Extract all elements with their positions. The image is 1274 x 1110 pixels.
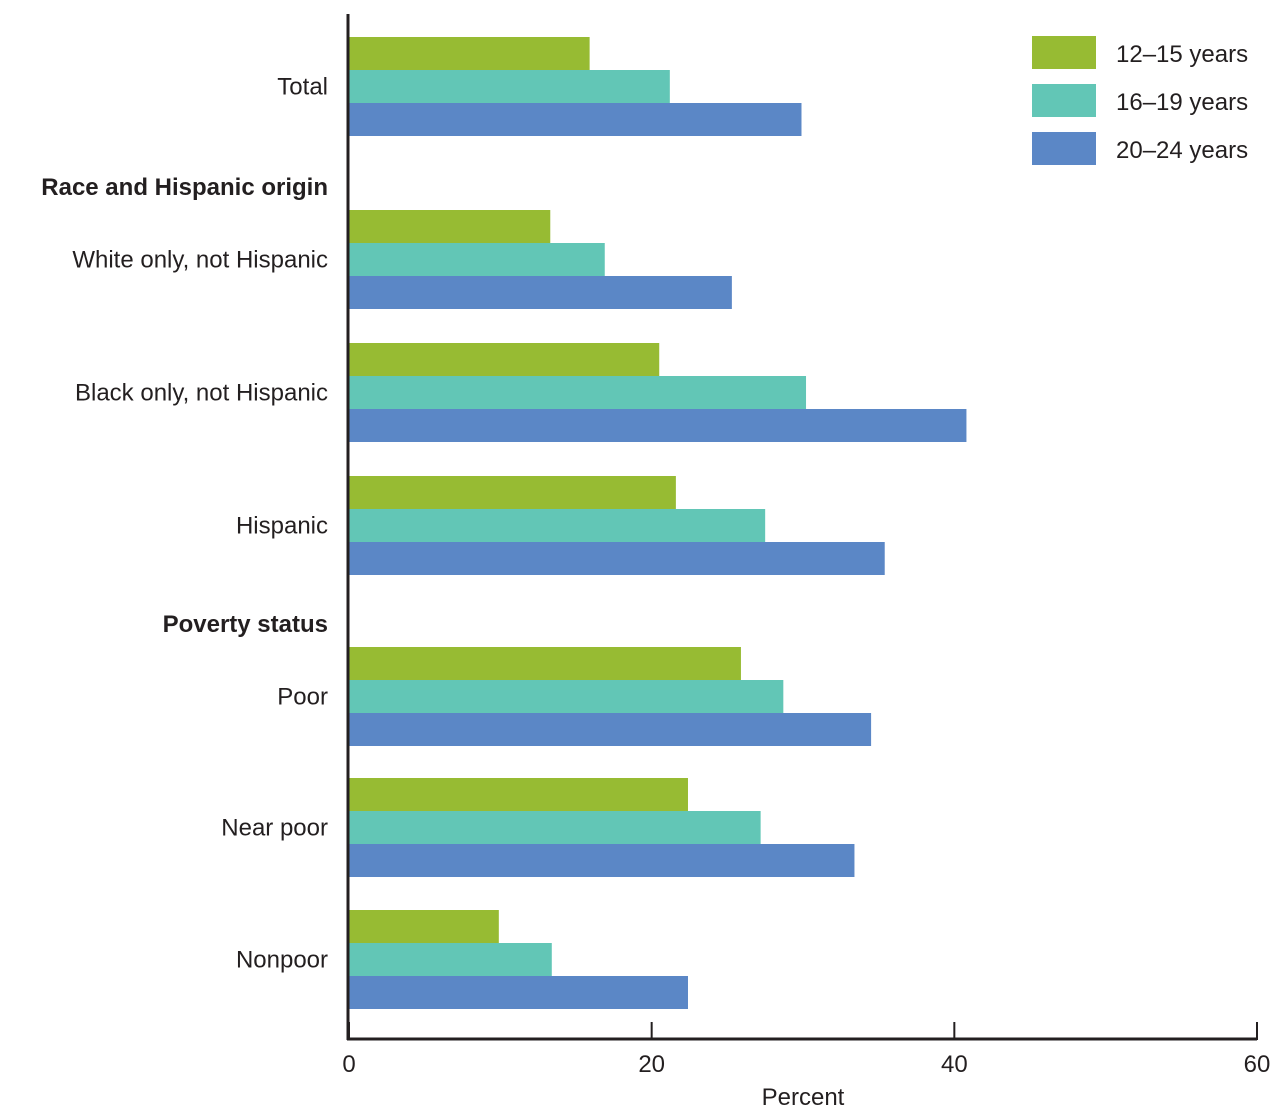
- section-heading: Poverty status: [163, 611, 328, 638]
- bar: [349, 844, 855, 877]
- bar: [349, 210, 551, 243]
- category-label: Hispanic: [236, 513, 328, 540]
- category-label: Black only, not Hispanic: [75, 380, 328, 407]
- bar: [349, 542, 885, 575]
- section-labels: Race and Hispanic origin Poverty status: [41, 174, 328, 638]
- legend-label: 20–24 years: [1116, 137, 1248, 164]
- bar: [349, 943, 552, 976]
- category-label: Poor: [277, 684, 328, 711]
- bar: [349, 910, 499, 943]
- category-label: Near poor: [221, 815, 328, 842]
- bar: [349, 37, 590, 70]
- bar: [349, 811, 761, 844]
- category-label: White only, not Hispanic: [72, 247, 328, 274]
- x-tick-label: 40: [941, 1051, 968, 1078]
- legend-swatch: [1032, 132, 1096, 165]
- legend-label: 16–19 years: [1116, 89, 1248, 116]
- bar: [349, 409, 967, 442]
- bar: [349, 103, 802, 136]
- bar: [349, 343, 660, 376]
- bar: [349, 376, 807, 409]
- axes: [346, 14, 1257, 1041]
- category-labels: Total White only, not Hispanic Black only,…: [72, 74, 328, 974]
- x-tick-label: 60: [1244, 1051, 1271, 1078]
- x-tick-label: 20: [638, 1051, 665, 1078]
- legend-swatch: [1032, 84, 1096, 117]
- category-label: Total: [277, 74, 328, 101]
- bar: [349, 476, 676, 509]
- bar: [349, 243, 605, 276]
- bar: [349, 647, 741, 680]
- legend-label: 12–15 years: [1116, 41, 1248, 68]
- bar: [349, 509, 766, 542]
- category-label: Nonpoor: [236, 947, 328, 974]
- x-tick-label: 0: [342, 1051, 355, 1078]
- bar: [349, 276, 732, 309]
- bar: [349, 680, 784, 713]
- legend: 12–15 years 16–19 years 20–24 years: [1032, 36, 1248, 165]
- bar: [349, 778, 688, 811]
- x-ticks: 0 20 40 60: [342, 1022, 1270, 1078]
- x-axis-title: Percent: [762, 1084, 845, 1110]
- section-heading: Race and Hispanic origin: [41, 174, 328, 201]
- bar: [349, 70, 670, 103]
- bar: [349, 713, 872, 746]
- bar: [349, 976, 688, 1009]
- legend-swatch: [1032, 36, 1096, 69]
- bars: [349, 37, 967, 1009]
